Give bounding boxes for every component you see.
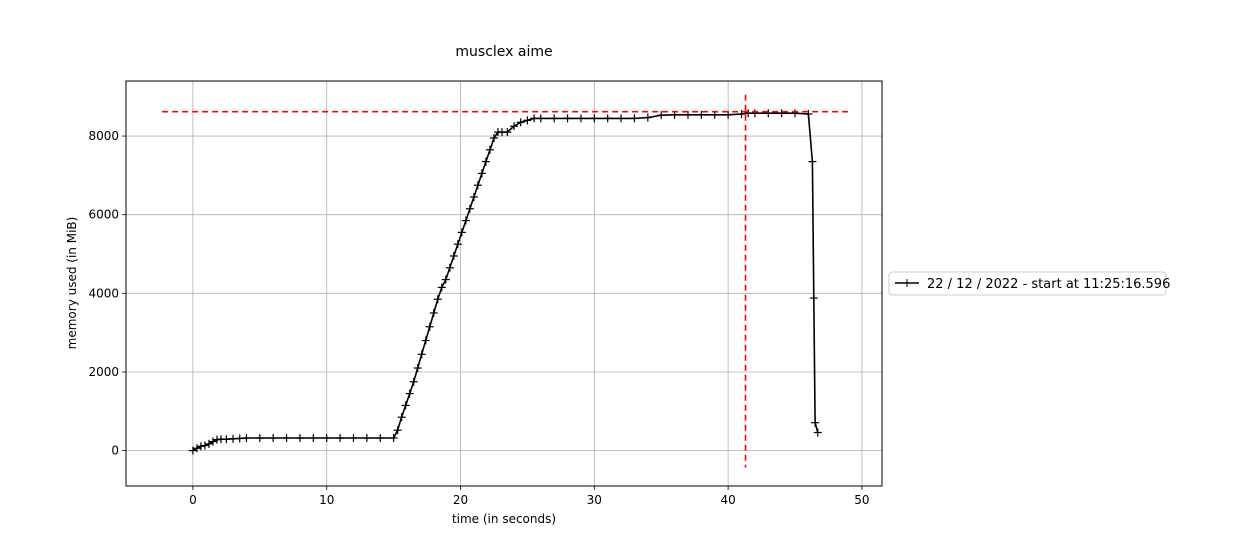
chart-title: musclex aime xyxy=(455,44,552,60)
legend-label: 22 / 12 / 2022 - start at 11:25:16.596 xyxy=(927,277,1170,292)
data-point-marker xyxy=(457,228,466,237)
data-point-marker xyxy=(295,434,304,443)
data-point-marker xyxy=(429,308,438,317)
data-point-marker xyxy=(349,434,358,443)
plot-area-background xyxy=(126,81,882,486)
y-tick-label: 2000 xyxy=(88,365,119,379)
data-point-marker xyxy=(813,428,822,437)
data-point-marker xyxy=(576,114,585,123)
data-point-marker xyxy=(744,109,753,118)
data-point-marker xyxy=(437,283,446,292)
data-point-marker xyxy=(791,109,800,118)
data-point-marker xyxy=(804,110,813,119)
data-point-marker xyxy=(441,275,450,284)
x-axis-label: time (in seconds) xyxy=(452,512,556,526)
grid-lines xyxy=(126,81,882,486)
data-point-marker xyxy=(523,116,532,125)
data-point-marker xyxy=(485,145,494,154)
x-tick-label: 0 xyxy=(189,493,197,507)
data-point-marker xyxy=(204,439,213,448)
y-tick-label: 0 xyxy=(111,444,119,458)
data-point-marker xyxy=(425,322,434,331)
data-point-marker xyxy=(433,295,442,304)
x-tick-label: 30 xyxy=(587,493,602,507)
data-point-marker xyxy=(477,169,486,178)
data-point-marker xyxy=(200,441,209,450)
data-point-marker xyxy=(481,157,490,166)
data-point-marker xyxy=(510,122,519,131)
data-point-marker xyxy=(530,114,539,123)
data-point-marker xyxy=(188,446,197,455)
data-point-marker xyxy=(196,442,205,451)
x-tick-label: 20 xyxy=(453,493,468,507)
data-point-marker xyxy=(809,294,818,303)
data-point-marker xyxy=(453,240,462,249)
data-point-marker xyxy=(516,118,525,127)
data-point-marker xyxy=(563,114,572,123)
data-point-marker xyxy=(630,114,639,123)
data-point-marker xyxy=(235,434,244,443)
data-point-marker xyxy=(643,113,652,122)
data-point-marker xyxy=(417,350,426,359)
data-point-marker xyxy=(208,437,217,446)
data-point-marker xyxy=(409,377,418,386)
data-point-marker xyxy=(536,114,545,123)
data-point-marker xyxy=(764,109,773,118)
data-point-marker xyxy=(603,114,612,123)
reference-lines xyxy=(162,94,849,468)
data-point-marker xyxy=(445,263,454,272)
data-point-marker xyxy=(590,114,599,123)
x-tick-label: 40 xyxy=(720,493,735,507)
axis-ticks: 0 10 20 30 40 50 0 2000 4000 6000 8000 xyxy=(88,129,869,507)
data-point-marker xyxy=(322,434,331,443)
data-point-marker xyxy=(465,204,474,213)
legend: 22 / 12 / 2022 - start at 11:25:16.596 xyxy=(888,271,1170,296)
data-point-marker xyxy=(469,192,478,201)
series-layer xyxy=(188,109,822,455)
data-point-marker xyxy=(362,434,371,443)
data-point-marker xyxy=(449,251,458,260)
data-point-marker xyxy=(413,364,422,373)
x-tick-label: 50 xyxy=(854,493,869,507)
data-point-marker xyxy=(401,401,410,410)
data-point-marker xyxy=(242,434,251,443)
data-point-marker xyxy=(657,111,666,120)
data-point-marker xyxy=(269,434,278,443)
y-tick-label: 8000 xyxy=(88,129,119,143)
data-point-marker xyxy=(389,434,398,443)
y-tick-label: 6000 xyxy=(88,208,119,222)
y-axis-label: memory used (in MiB) xyxy=(65,217,79,350)
legend-box xyxy=(888,271,1167,296)
data-point-marker xyxy=(617,114,626,123)
data-point-marker xyxy=(777,109,786,118)
data-point-marker xyxy=(393,426,402,435)
data-point-marker xyxy=(397,413,406,422)
data-point-marker xyxy=(737,110,746,119)
x-tick-label: 10 xyxy=(319,493,334,507)
data-point-marker xyxy=(750,109,759,118)
data-point-marker xyxy=(489,134,498,143)
data-point-marker xyxy=(473,181,482,190)
data-point-marker xyxy=(282,434,291,443)
data-point-marker xyxy=(376,434,385,443)
data-point-marker xyxy=(192,444,201,453)
data-point-marker xyxy=(421,336,430,345)
data-point-marker xyxy=(255,434,264,443)
data-point-marker xyxy=(550,114,559,123)
data-point-marker xyxy=(811,418,820,427)
data-point-marker xyxy=(309,434,318,443)
plot-frame xyxy=(125,80,883,487)
y-tick-label: 4000 xyxy=(88,286,119,300)
data-point-marker xyxy=(222,435,231,444)
data-point-marker xyxy=(229,434,238,443)
data-point-marker xyxy=(336,434,345,443)
data-point-marker xyxy=(461,216,470,225)
data-point-marker xyxy=(503,128,512,137)
data-point-marker xyxy=(697,110,706,119)
data-point-marker xyxy=(405,389,414,398)
data-point-marker xyxy=(808,157,817,166)
